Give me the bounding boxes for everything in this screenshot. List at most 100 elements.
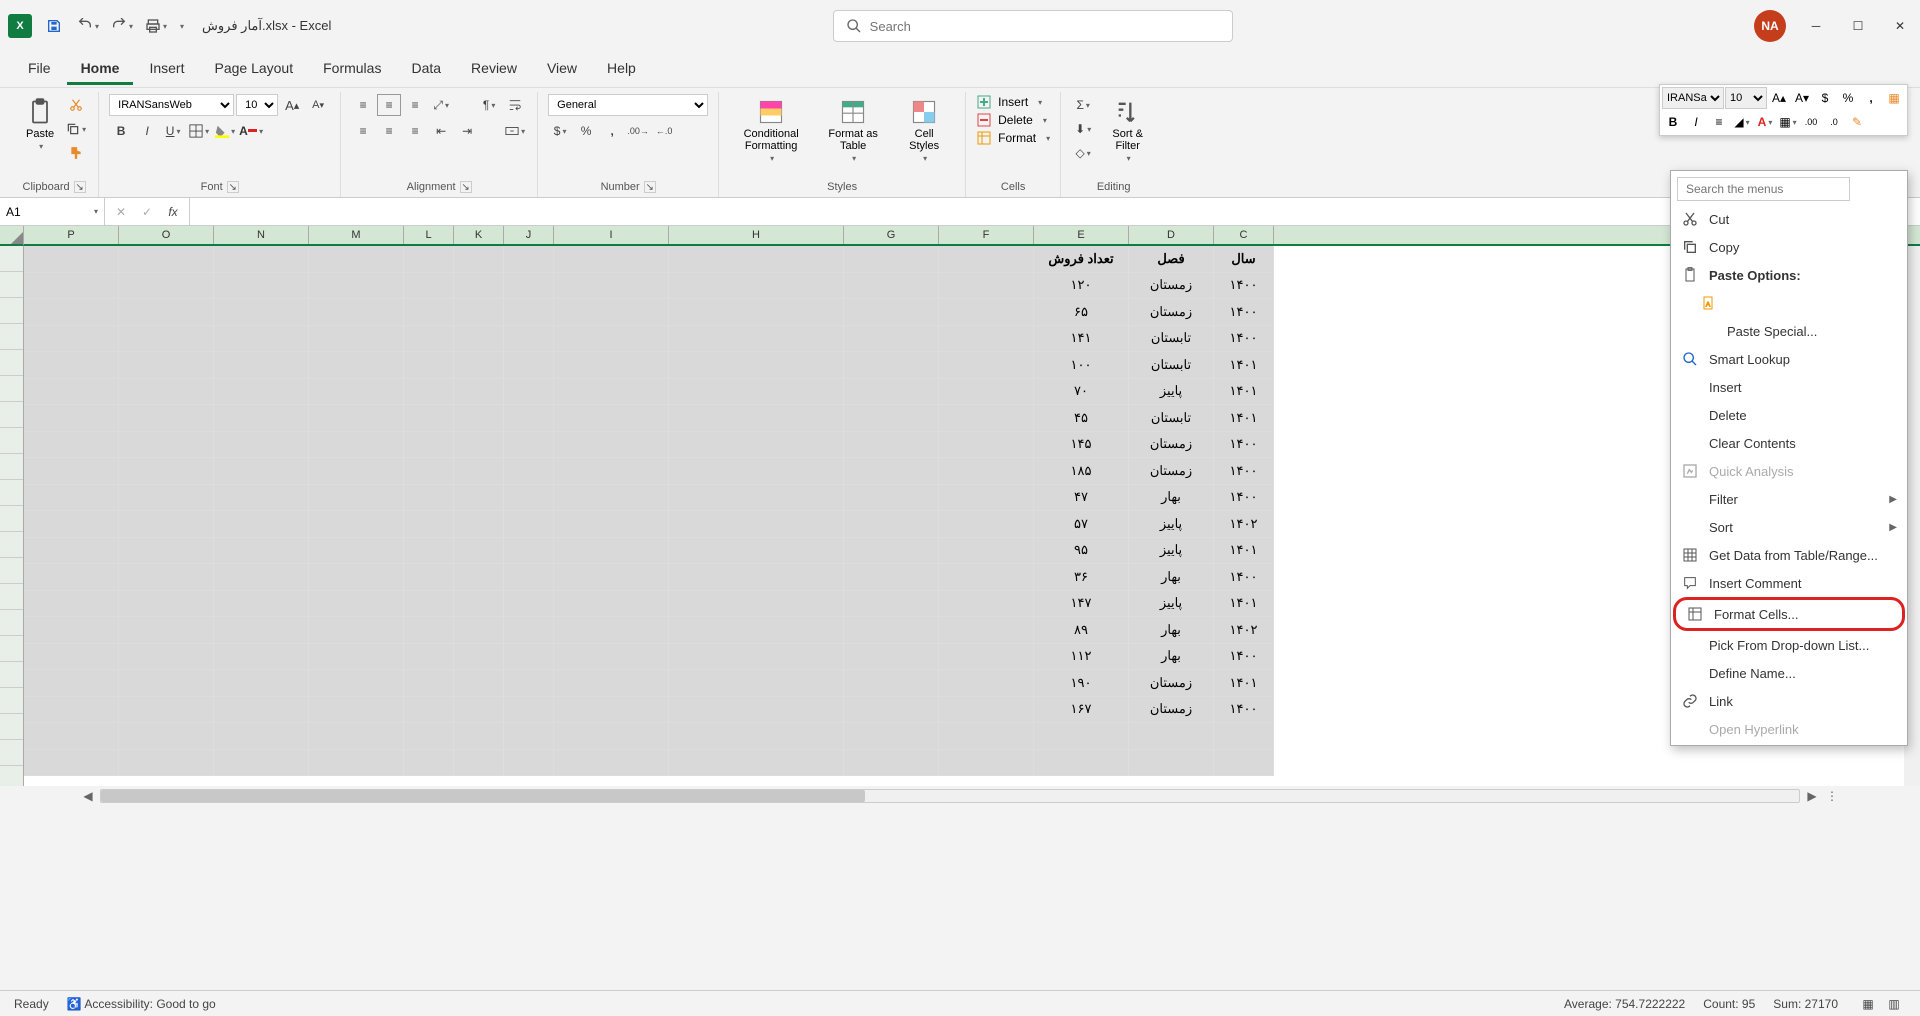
cell[interactable] [504,670,554,697]
cell[interactable] [504,485,554,512]
insert-cells-button[interactable]: Insert▾ [976,94,1042,110]
cell[interactable] [24,723,119,750]
cell[interactable] [119,591,214,618]
cell[interactable] [214,564,309,591]
cell[interactable] [214,246,309,273]
cell[interactable] [504,511,554,538]
cell[interactable]: ۱۱۲ [1034,644,1129,671]
context-item-define_name[interactable]: Define Name... [1671,659,1907,687]
cell[interactable] [939,644,1034,671]
cell[interactable] [939,591,1034,618]
cell[interactable] [504,432,554,459]
cell[interactable] [119,723,214,750]
cell[interactable] [844,246,939,273]
cell[interactable] [554,617,669,644]
cell[interactable]: ۱۴۰۱ [1214,352,1274,379]
cell[interactable] [844,273,939,300]
conditional-formatting-button[interactable]: Conditional Formatting▾ [729,94,813,167]
row-header-8[interactable] [0,428,23,454]
cell[interactable] [504,299,554,326]
cell[interactable] [844,564,939,591]
cell[interactable] [844,326,939,353]
cell[interactable] [119,511,214,538]
cell[interactable] [24,299,119,326]
maximize-button[interactable]: ☐ [1846,14,1870,38]
tab-help[interactable]: Help [593,54,650,85]
cell[interactable] [844,644,939,671]
cell[interactable] [939,273,1034,300]
cell[interactable] [669,273,844,300]
cell[interactable] [844,723,939,750]
cell[interactable] [939,750,1034,777]
context-item-paste_special[interactable]: Paste Special... [1671,317,1907,345]
cell[interactable]: ۱۴۰۲ [1214,617,1274,644]
cell[interactable]: زمستان [1129,299,1214,326]
cell[interactable] [309,405,404,432]
context-item-insert[interactable]: Insert [1671,373,1907,401]
cell[interactable] [669,352,844,379]
cell[interactable] [554,697,669,724]
context-item-format_cells[interactable]: Format Cells... [1673,597,1905,631]
cell[interactable]: پاییز [1129,538,1214,565]
mini-font-color-icon[interactable]: A▾ [1754,111,1776,133]
cell[interactable] [119,617,214,644]
cell[interactable] [214,273,309,300]
cell[interactable] [24,458,119,485]
delete-cells-button[interactable]: Delete▾ [976,112,1047,128]
copy-icon[interactable]: ▾ [64,118,88,140]
cell[interactable] [454,379,504,406]
cell[interactable]: ۱۴۰۱ [1214,538,1274,565]
cell[interactable] [454,644,504,671]
cell[interactable] [404,670,454,697]
cell[interactable] [24,511,119,538]
cell[interactable] [669,511,844,538]
cell[interactable] [669,591,844,618]
cell[interactable]: پاییز [1129,511,1214,538]
cell[interactable] [119,352,214,379]
context-item-clear[interactable]: Clear Contents [1671,429,1907,457]
normal-view-icon[interactable]: ▦ [1856,994,1880,1014]
cell[interactable] [504,617,554,644]
cell[interactable] [939,511,1034,538]
cell[interactable]: ۱۴۰۰ [1214,697,1274,724]
cell[interactable] [454,246,504,273]
cell[interactable] [554,273,669,300]
cell[interactable] [309,511,404,538]
context-item-paste_options[interactable]: Paste Options: [1671,261,1907,289]
cell[interactable] [119,432,214,459]
cell[interactable] [309,538,404,565]
mini-currency-icon[interactable]: $ [1814,87,1836,109]
cell[interactable] [554,538,669,565]
row-header-9[interactable] [0,454,23,480]
cell[interactable] [404,246,454,273]
cell[interactable] [844,379,939,406]
cell[interactable] [1129,723,1214,750]
cell[interactable]: ۴۵ [1034,405,1129,432]
cell[interactable] [669,246,844,273]
cell[interactable] [309,644,404,671]
cell[interactable] [939,405,1034,432]
cell[interactable]: زمستان [1129,670,1214,697]
cell[interactable] [119,299,214,326]
cell[interactable] [404,432,454,459]
cell[interactable] [669,299,844,326]
cell[interactable] [214,538,309,565]
cell[interactable] [214,670,309,697]
cell[interactable] [554,246,669,273]
cell[interactable] [939,432,1034,459]
cell[interactable] [504,564,554,591]
column-header-D[interactable]: D [1129,226,1214,244]
cell[interactable]: بهار [1129,564,1214,591]
cell[interactable] [309,591,404,618]
cell[interactable]: بهار [1129,485,1214,512]
cell[interactable]: ۱۶۷ [1034,697,1129,724]
cell[interactable] [554,670,669,697]
cell[interactable]: پاییز [1129,591,1214,618]
align-right-icon[interactable]: ≡ [403,120,427,142]
row-header-10[interactable] [0,480,23,506]
cell[interactable] [24,432,119,459]
cell[interactable] [119,538,214,565]
cell[interactable] [24,326,119,353]
column-header-L[interactable]: L [404,226,454,244]
cell[interactable] [119,697,214,724]
